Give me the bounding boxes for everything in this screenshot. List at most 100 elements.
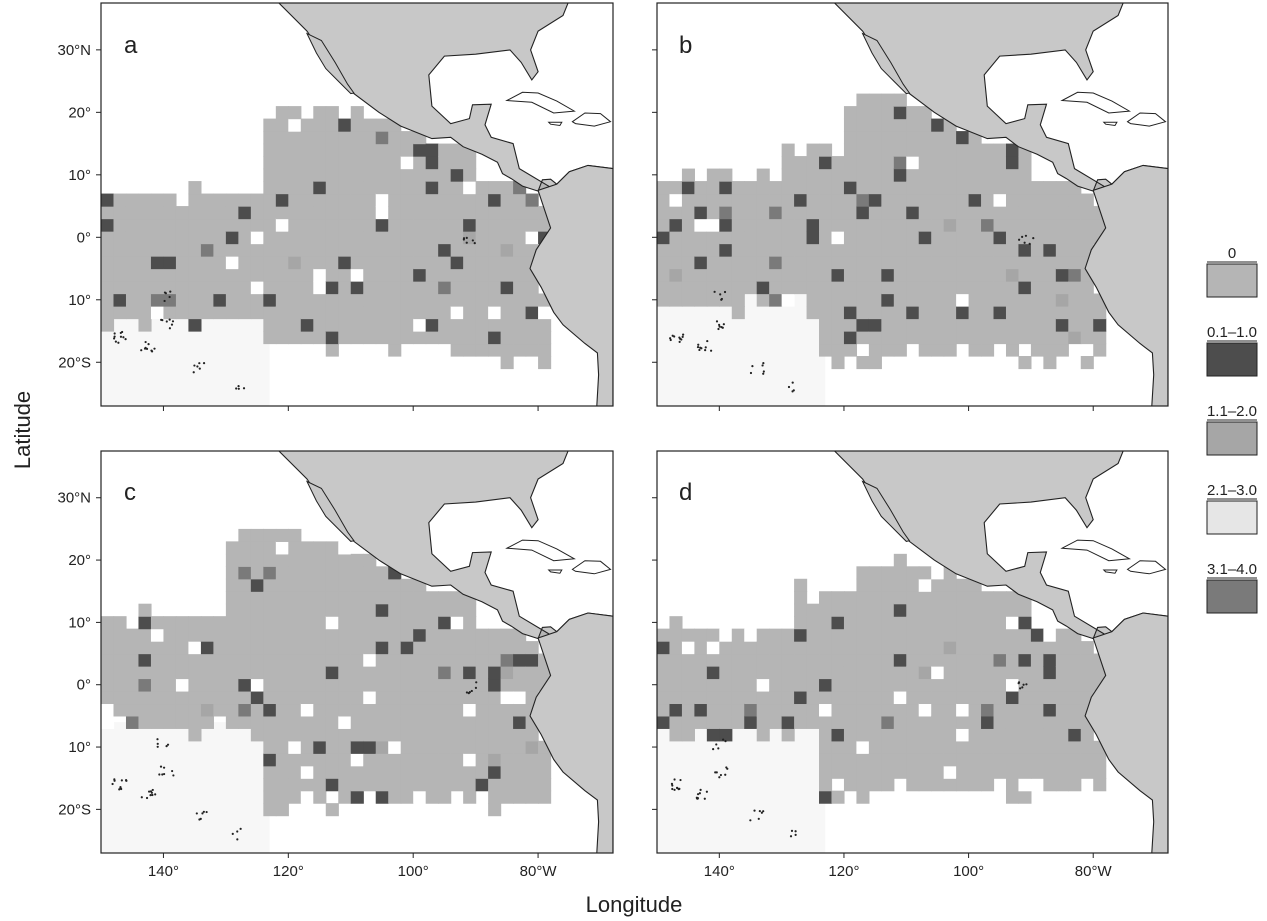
island-dot — [118, 788, 121, 791]
grid-cell — [438, 753, 452, 767]
grid-cell — [794, 281, 808, 295]
grid-cell — [1005, 193, 1020, 207]
grid-cell — [163, 306, 177, 320]
baja-peninsula — [861, 32, 911, 95]
grid-cell — [213, 690, 227, 705]
grid-cell — [413, 778, 427, 792]
grid-cell — [806, 268, 820, 282]
grid-cell — [525, 231, 539, 245]
grid-cell — [450, 293, 464, 307]
grid-cell — [744, 281, 758, 295]
grid-cell — [819, 628, 833, 642]
grid-cell — [981, 753, 995, 767]
grid-cell — [488, 678, 502, 692]
grid-cell — [906, 690, 920, 705]
grid-cell — [225, 243, 239, 257]
grid-cell — [657, 678, 671, 692]
grid-cell — [868, 578, 882, 592]
grid-cell — [868, 268, 882, 282]
grid-cell — [831, 790, 845, 804]
island-dot — [125, 779, 128, 782]
island-dot — [1023, 241, 1026, 244]
grid-cell — [275, 181, 289, 195]
grid-cell — [868, 356, 882, 370]
grid-cell — [238, 628, 252, 642]
grid-cell — [188, 678, 202, 692]
island-dot — [117, 341, 120, 344]
island-dot — [158, 773, 161, 776]
grid-cell — [943, 678, 957, 692]
grid-cell — [363, 231, 377, 245]
grid-cell — [300, 268, 314, 282]
grid-cell — [363, 616, 377, 630]
grid-cell — [819, 343, 833, 357]
grid-cell — [669, 293, 683, 307]
grid-cell — [993, 653, 1007, 667]
island-dot — [794, 833, 797, 836]
grid-cell — [843, 206, 858, 220]
grid-cell — [968, 306, 982, 320]
grid-cell — [981, 168, 995, 182]
baja-peninsula — [861, 480, 911, 542]
grid-cell — [1005, 168, 1020, 182]
grid-cell — [1030, 703, 1044, 717]
grid-cell — [881, 765, 895, 779]
grid-cell — [188, 628, 202, 642]
grid-cell — [163, 703, 177, 717]
grid-cell — [819, 715, 833, 729]
island-dot — [145, 347, 149, 350]
grid-cell — [188, 653, 202, 667]
grid-cell — [968, 331, 982, 345]
grid-cell — [150, 641, 165, 655]
grid-cell — [1080, 306, 1094, 320]
grid-cell — [538, 331, 552, 345]
grid-cell — [931, 703, 945, 717]
grid-cell — [250, 566, 264, 580]
grid-cell — [363, 591, 377, 605]
grid-cell — [350, 703, 364, 717]
grid-cell — [438, 306, 452, 320]
grid-cell — [375, 306, 389, 320]
grid-cell — [769, 218, 783, 232]
grid-cell — [188, 256, 202, 270]
grid-cell — [1055, 206, 1069, 220]
grid-cell — [500, 293, 514, 307]
grid-cell — [250, 690, 264, 705]
grid-cell — [188, 616, 202, 630]
grid-cell — [300, 293, 314, 307]
grid-cell — [706, 728, 720, 742]
grid-cell — [275, 641, 289, 655]
grid-cell — [325, 591, 339, 605]
grid-cell — [1043, 193, 1057, 207]
island-dot — [242, 387, 246, 390]
grid-cell — [275, 206, 289, 220]
map-layer-a — [101, 3, 628, 406]
grid-cell — [375, 118, 389, 132]
grid-cell — [657, 268, 671, 282]
grid-cell — [968, 193, 982, 207]
grid-cell — [525, 678, 539, 692]
grid-cell — [1055, 306, 1069, 320]
grid-cell — [681, 641, 695, 655]
grid-cell — [325, 131, 339, 145]
grid-cell — [881, 131, 895, 145]
grid-cell — [881, 156, 895, 170]
grid-cell — [375, 715, 389, 729]
grid-cell — [669, 678, 683, 692]
grid-cell — [881, 318, 895, 332]
grid-cell — [868, 690, 882, 705]
grid-cell — [213, 678, 227, 692]
grid-cell — [363, 740, 377, 754]
grid-cell — [657, 715, 671, 729]
grid-cell — [325, 641, 339, 655]
grid-cell — [263, 281, 277, 295]
grid-cell — [350, 331, 364, 345]
grid-cell — [200, 678, 214, 692]
grid-cell — [1068, 243, 1082, 257]
grid-cell — [943, 616, 957, 630]
grid-cell — [413, 765, 427, 779]
grid-cell — [843, 591, 858, 605]
island-dot — [465, 241, 468, 244]
grid-cell — [657, 193, 671, 207]
caribbean-island — [618, 122, 628, 125]
